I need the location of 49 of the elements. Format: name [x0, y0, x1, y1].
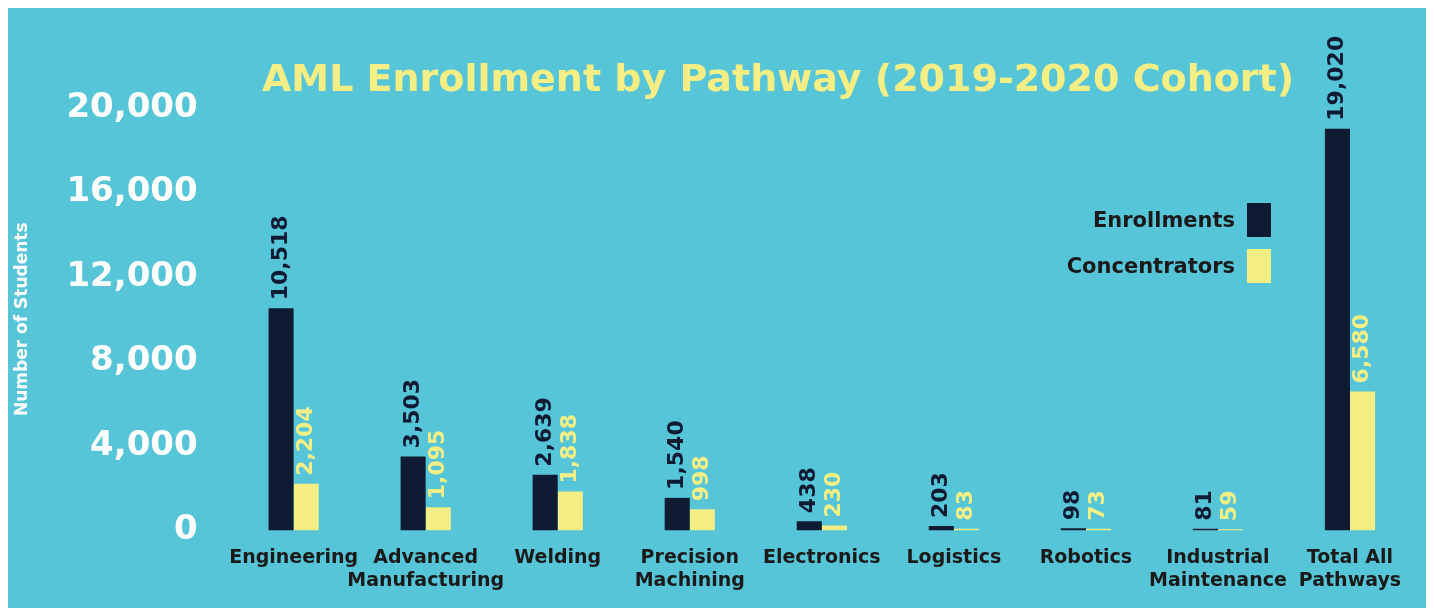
data-label: 2,204 [291, 406, 317, 476]
legend-label: Concentrators [1066, 254, 1235, 278]
bar [293, 483, 319, 531]
data-label: 83 [952, 490, 978, 521]
y-tick-label: 16,000 [66, 169, 198, 210]
bar [928, 526, 954, 531]
y-tick-label: 8,000 [90, 338, 198, 379]
data-label: 230 [820, 471, 846, 518]
x-tick-label: Precision Machining [634, 544, 745, 590]
y-axis-title: Number of Students [10, 222, 31, 416]
chart-title: AML Enrollment by Pathway (2019-2020 Cohort) [260, 56, 1296, 100]
x-tick-label: Engineering [229, 544, 359, 567]
y-tick-label: 4,000 [90, 422, 198, 463]
data-label: 1,095 [423, 429, 449, 500]
x-tick-label: Welding [514, 544, 602, 567]
y-tick-label: 20,000 [66, 84, 198, 125]
x-tick-label: Electronics [762, 544, 881, 567]
data-label: 98 [1059, 489, 1085, 521]
data-label: 998 [688, 455, 714, 502]
bar [557, 491, 583, 531]
data-label: 59 [1216, 490, 1242, 522]
x-tick-label: Logistics [906, 544, 1002, 567]
data-label: 81 [1191, 490, 1217, 521]
data-label: 73 [1084, 490, 1110, 521]
x-tick-label: Industrial Maintenance [1149, 544, 1287, 590]
data-label: 19,020 [1323, 35, 1349, 121]
data-label: 3,503 [398, 378, 424, 449]
legend-label: Enrollments [1092, 208, 1235, 232]
data-label: 1,540 [662, 420, 688, 490]
bar [425, 507, 451, 531]
data-label: 438 [794, 467, 820, 514]
data-label: 203 [927, 472, 953, 519]
bar [664, 497, 690, 531]
bar [796, 521, 822, 531]
bar [268, 308, 294, 531]
bar [1060, 528, 1086, 531]
bar [1324, 128, 1350, 531]
data-label: 6,580 [1348, 313, 1374, 384]
x-tick-label: Total All Pathways [1298, 544, 1402, 590]
bar [400, 456, 426, 531]
data-label: 2,639 [530, 397, 556, 467]
data-label: 1,838 [555, 413, 581, 484]
y-tick-label: 0 [173, 507, 198, 548]
data-label: 10,518 [266, 215, 292, 301]
bar [689, 509, 715, 531]
y-tick-label: 12,000 [66, 253, 198, 294]
x-tick-label: Robotics [1039, 544, 1133, 567]
bar [1349, 391, 1376, 531]
bar [532, 474, 558, 531]
